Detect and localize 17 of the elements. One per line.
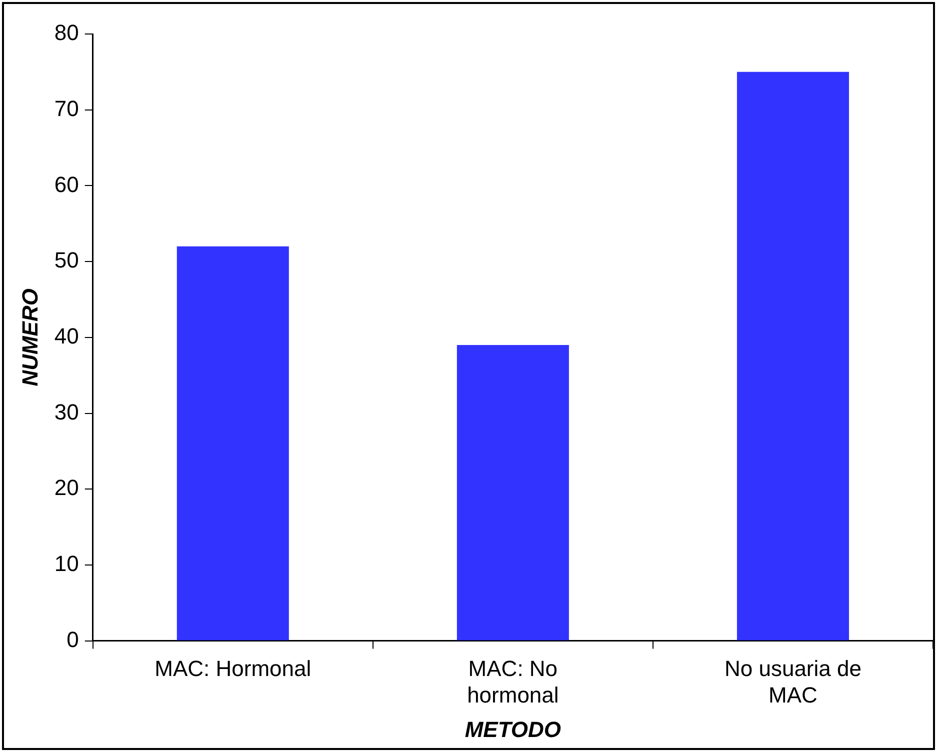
x-tick-label: MAC: Hormonal bbox=[154, 656, 312, 682]
y-tick-label: 70 bbox=[54, 96, 79, 121]
y-tick-label: 10 bbox=[54, 551, 79, 576]
y-tick-label: 20 bbox=[54, 475, 79, 500]
bar bbox=[176, 246, 289, 640]
y-tick-label: 50 bbox=[54, 248, 79, 273]
y-tick-label: 40 bbox=[54, 323, 79, 348]
bar bbox=[736, 72, 849, 640]
y-axis-title: NUMERO bbox=[17, 288, 42, 386]
x-tick-label: MAC: No hormonal bbox=[467, 656, 559, 708]
y-tick-label: 0 bbox=[66, 626, 79, 652]
x-tick-label: No usuaria de MAC bbox=[724, 656, 862, 708]
y-tick-label: 30 bbox=[54, 399, 79, 424]
y-tick-label: 60 bbox=[54, 172, 79, 197]
y-tick-label: 80 bbox=[54, 20, 79, 46]
bar bbox=[456, 344, 569, 640]
x-axis-title: METODO bbox=[464, 716, 562, 742]
